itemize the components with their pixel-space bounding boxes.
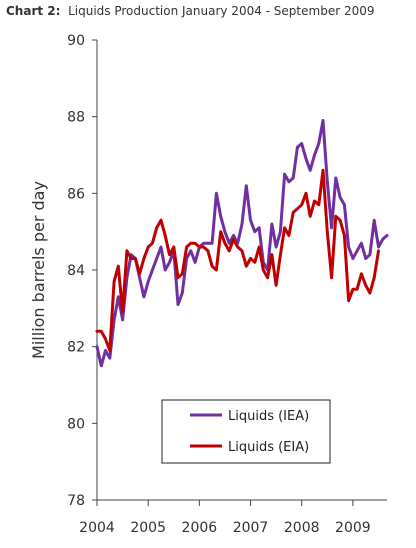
legend: Liquids (IEA) Liquids (EIA) [161,399,331,464]
series-line-eia [95,168,380,352]
chart-title-label: Chart 2: [6,4,61,18]
chart-title-text: Liquids Production January 2004 - Septem… [68,4,375,18]
y-tick-label: 90 [67,33,85,49]
x-tick-label: 2008 [284,520,320,536]
y-tick-label: 82 [67,340,85,356]
x-tick-label: 2009 [335,520,371,536]
legend-label-iea: Liquids (IEA) [228,409,309,424]
chart-title: Chart 2: Liquids Production January 2004… [6,4,374,18]
y-tick-label: 80 [67,416,85,432]
y-tick-label: 86 [67,186,85,202]
y-tick-label: 88 [67,110,85,126]
x-tick-label: 2005 [130,520,166,536]
x-tick-label: 2007 [233,520,269,536]
legend-label-eia: Liquids (EIA) [228,440,309,455]
x-tick-label: 2004 [79,520,115,536]
legend-box [161,399,331,464]
series-line-iea [95,119,389,368]
axis-ticks: 78 80 82 84 86 88 90 2004 2005 2006 2007 2008 2009 [67,33,371,536]
series-lines [95,119,389,368]
y-tick-label: 78 [67,493,85,509]
x-tick-label: 2006 [182,520,218,536]
y-axis-label: Million barrels per day [29,181,48,359]
y-tick-label: 84 [67,263,85,279]
